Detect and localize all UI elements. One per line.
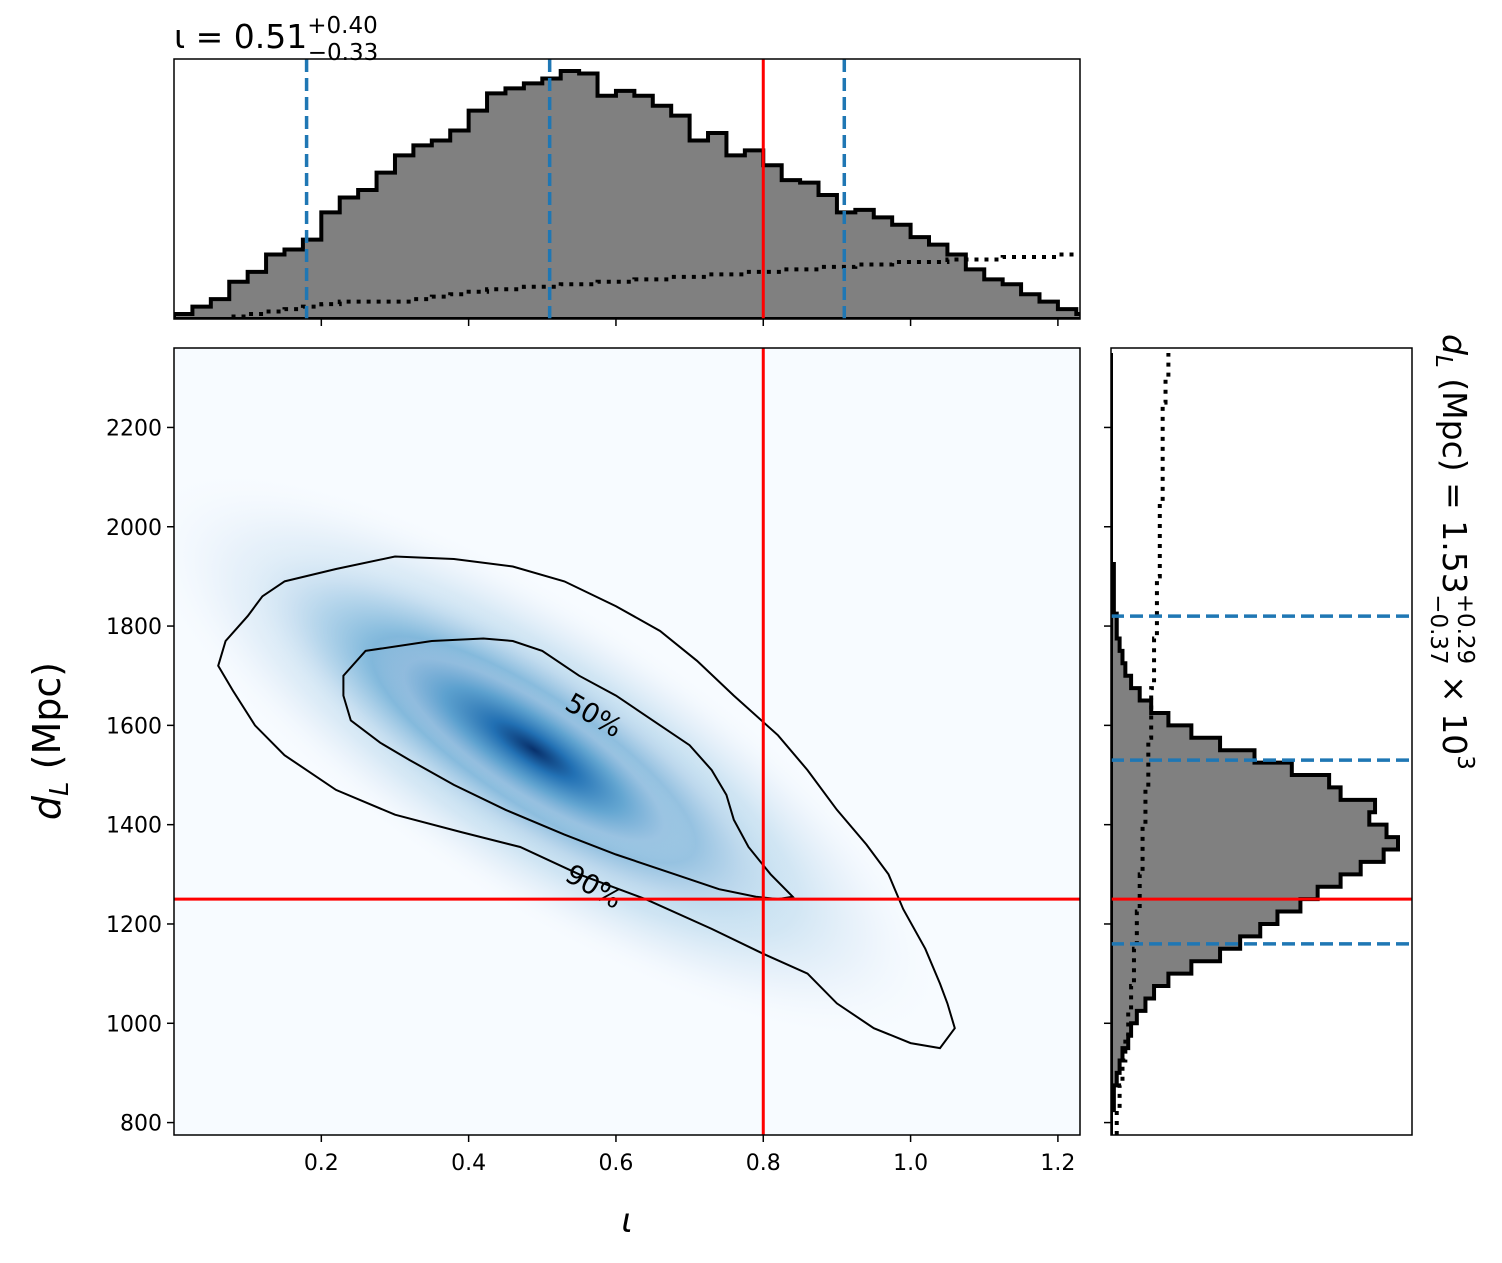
x-tick-label-1: 0.4 bbox=[451, 1151, 486, 1176]
x-tick-label-5: 1.2 bbox=[1040, 1151, 1075, 1176]
top-marginal-title: ι = 0.51+0.40 −0.33 bbox=[174, 13, 378, 66]
x-tick-label-0: 0.2 bbox=[304, 1151, 339, 1176]
joint-frame bbox=[173, 347, 1081, 1136]
y-axis-label: dL (Mpc) bbox=[25, 662, 75, 820]
joint-panel: 50%90% 0.2 0.4 0.6 0.8 1.0 1.2800100012001400… bbox=[25, 347, 1081, 1241]
y-tick-label-6: 2000 bbox=[106, 516, 162, 541]
right-histogram-filled bbox=[1111, 352, 1400, 1135]
density-core bbox=[371, 636, 697, 864]
right-marginal-panel: dL (Mpc) = 1.53+0.29−0.37 × 103 bbox=[1104, 334, 1478, 1136]
right-marginal-title: dL (Mpc) = 1.53+0.29−0.37 × 103 bbox=[1425, 334, 1478, 770]
right-marginal-frame bbox=[1110, 347, 1413, 1136]
contour-50pct bbox=[342, 637, 795, 901]
top-title-lower-error: −0.33 bbox=[308, 40, 378, 66]
y-tick-label-0: 800 bbox=[120, 1112, 162, 1137]
y-tick-label-5: 1800 bbox=[106, 615, 162, 640]
y-tick-label-3: 1400 bbox=[106, 814, 162, 839]
top-marginal-frame bbox=[173, 58, 1081, 320]
y-tick-label-4: 1600 bbox=[106, 714, 162, 739]
top-histogram-filled bbox=[174, 69, 1080, 319]
top-marginal-panel: ι = 0.51+0.40 −0.33 bbox=[173, 13, 1081, 326]
x-tick-label-2: 0.6 bbox=[598, 1151, 633, 1176]
contour-90pct bbox=[217, 555, 956, 1050]
x-axis-label: ι bbox=[621, 1201, 633, 1241]
y-tick-label-7: 2200 bbox=[106, 416, 162, 441]
top-title-upper-error: +0.40 bbox=[307, 13, 377, 39]
y-tick-label-2: 1200 bbox=[106, 913, 162, 938]
y-tick-label-1: 1000 bbox=[106, 1012, 162, 1037]
x-tick-label-3: 0.8 bbox=[746, 1151, 781, 1176]
x-tick-label-4: 1.0 bbox=[893, 1151, 928, 1176]
